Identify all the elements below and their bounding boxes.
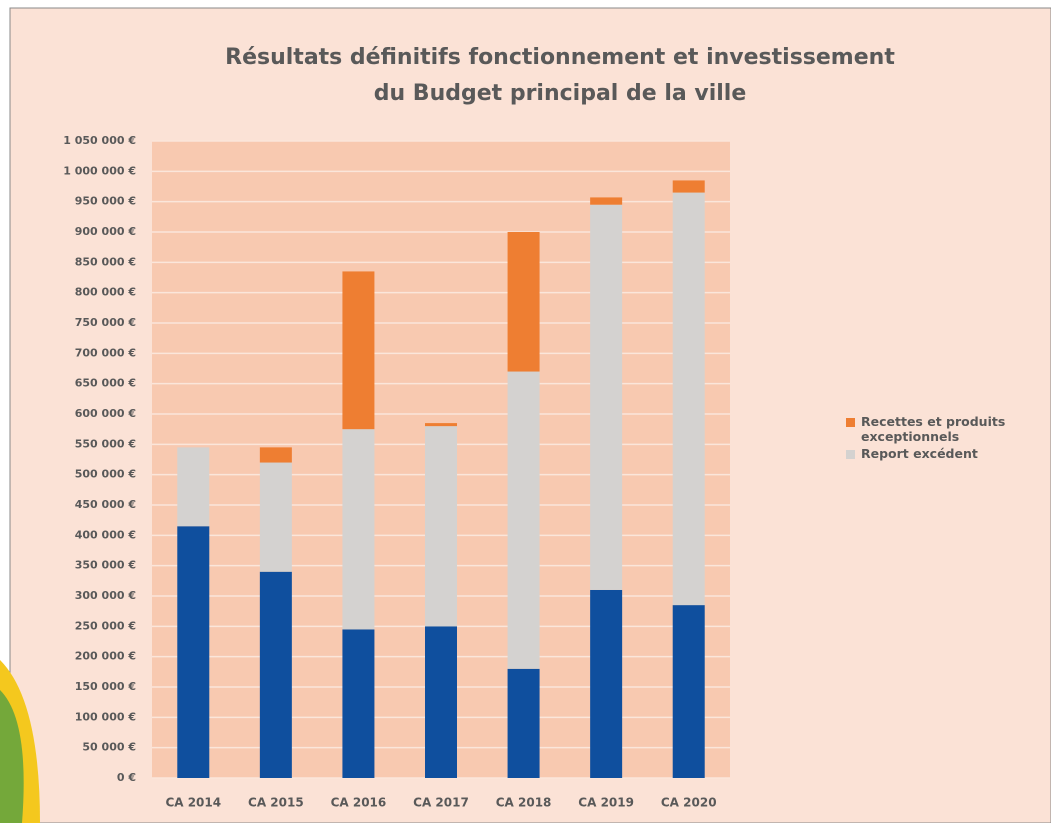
y-tick-label: 750 000 € <box>75 316 136 329</box>
bar-segment <box>507 371 540 669</box>
y-tick-label: 0 € <box>117 771 136 784</box>
bar-segment <box>672 192 705 606</box>
legend-swatch <box>846 450 855 459</box>
y-tick-label: 850 000 € <box>75 255 136 268</box>
x-tick-label: CA 2014 <box>165 796 221 810</box>
legend-label: Recettes et produits exceptionnels <box>861 414 1006 444</box>
y-tick-label: 500 000 € <box>75 468 136 481</box>
y-tick-label: 700 000 € <box>75 346 136 359</box>
bar-segment <box>507 668 540 778</box>
bar-segment <box>342 271 375 430</box>
bar-segment <box>672 180 705 193</box>
legend-swatch <box>846 418 855 427</box>
bar-segment <box>425 426 457 627</box>
decoration <box>0 690 24 823</box>
y-tick-label: 250 000 € <box>75 619 136 632</box>
x-tick-label: CA 2018 <box>496 796 552 810</box>
legend-item: Recettes et produits exceptionnels <box>846 414 1046 444</box>
bar-segment <box>259 447 292 463</box>
y-tick-label: 1 000 000 € <box>63 164 136 177</box>
y-tick-label: 650 000 € <box>75 377 136 390</box>
chart-title: du Budget principal de la ville <box>374 81 747 106</box>
bar-segment <box>425 626 457 778</box>
y-tick-label: 550 000 € <box>75 437 136 450</box>
y-tick-label: 800 000 € <box>75 286 136 299</box>
bar-segment <box>342 629 375 778</box>
y-tick-label: 900 000 € <box>75 225 136 238</box>
bar-segment <box>177 526 210 778</box>
y-tick-label: 150 000 € <box>75 680 136 693</box>
bar-segment <box>177 447 210 527</box>
y-tick-label: 600 000 € <box>75 407 136 420</box>
x-tick-label: CA 2015 <box>248 796 304 810</box>
x-tick-label: CA 2019 <box>578 796 634 810</box>
legend-item: Report excédent <box>846 446 1046 461</box>
bar-segment <box>259 571 292 778</box>
chart-title: Résultats définitifs fonctionnement et i… <box>225 45 895 70</box>
bar-segment <box>672 605 705 778</box>
y-tick-label: 100 000 € <box>75 710 136 723</box>
y-tick-label: 50 000 € <box>82 741 136 754</box>
x-tick-label: CA 2016 <box>331 796 387 810</box>
y-tick-label: 950 000 € <box>75 195 136 208</box>
bar-segment <box>590 589 623 778</box>
bar-segment <box>590 204 623 590</box>
legend-label: Report excédent <box>861 446 978 461</box>
y-tick-label: 1 050 000 € <box>63 134 136 147</box>
x-tick-label: CA 2017 <box>413 796 469 810</box>
y-tick-label: 200 000 € <box>75 650 136 663</box>
y-tick-label: 450 000 € <box>75 498 136 511</box>
y-tick-label: 300 000 € <box>75 589 136 602</box>
y-tick-label: 400 000 € <box>75 528 136 541</box>
legend: Recettes et produits exceptionnels Report… <box>846 414 1046 463</box>
bar-segment <box>507 232 540 372</box>
bar-segment <box>425 423 457 427</box>
y-tick-label: 350 000 € <box>75 559 136 572</box>
bar-segment <box>259 462 292 572</box>
bar-segment <box>590 197 623 205</box>
x-tick-label: CA 2020 <box>661 796 717 810</box>
bar-segment <box>342 429 375 630</box>
